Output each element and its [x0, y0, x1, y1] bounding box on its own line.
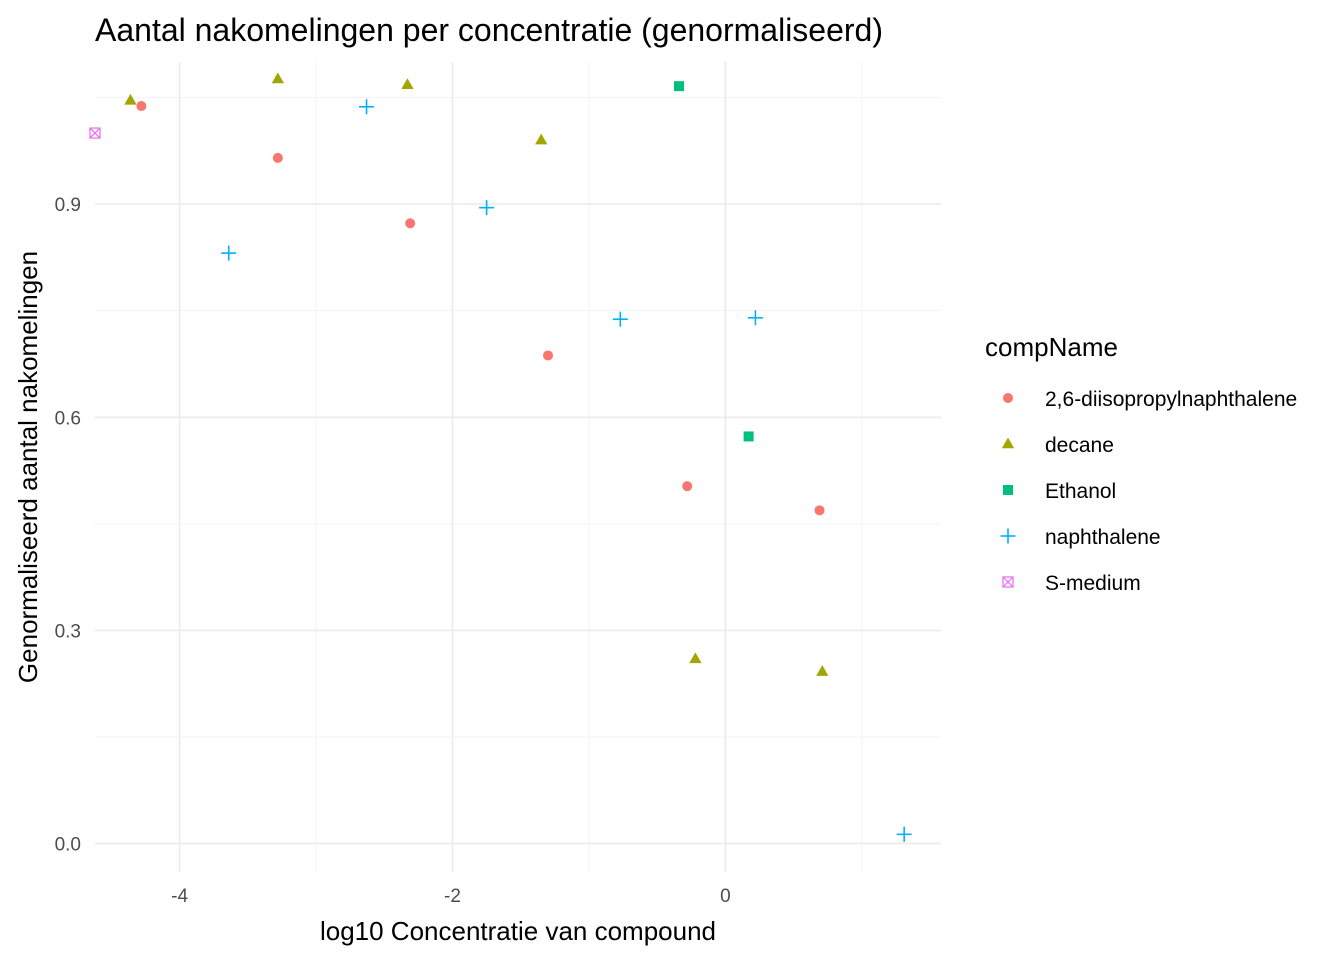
legend-item: 2,6-diisopropylnaphthalene [1003, 388, 1297, 411]
boxcross-marker-box [89, 127, 101, 139]
x-axis-ticks: -4 -2 0 [171, 886, 731, 907]
legend-label: naphthalene [1045, 526, 1161, 549]
data-point [272, 152, 283, 163]
boxcross-marker-diag2 [89, 127, 101, 139]
y-tick-label: 0.0 [55, 835, 81, 856]
series-s-medium [89, 127, 101, 139]
legend-item: S-medium [1002, 572, 1141, 595]
series-2-6-diisopropylnaphthalene [136, 101, 825, 516]
y-tick-label: 0.6 [55, 408, 81, 429]
legend-key [1003, 393, 1013, 403]
y-tick-label: 0.3 [55, 621, 81, 642]
data-point [136, 101, 147, 112]
data-point [682, 481, 693, 492]
legend-key [1001, 437, 1015, 449]
grid [95, 62, 941, 872]
series-naphthalene [221, 99, 912, 842]
data-point [689, 652, 702, 664]
data-point [359, 99, 375, 115]
data-point [814, 505, 825, 516]
legend-label: S-medium [1045, 572, 1141, 595]
boxcross-marker-box [1002, 576, 1014, 588]
x-tick-label: -4 [171, 886, 188, 907]
legend-key [1003, 485, 1013, 495]
data-point [271, 72, 285, 84]
data-point [747, 310, 763, 326]
data-point [479, 200, 495, 216]
chart-title: Aantal nakomelingen per concentratie (ge… [95, 12, 883, 48]
data-point [89, 127, 101, 139]
legend-key [1002, 576, 1014, 588]
data-point [221, 245, 237, 261]
legend-title: compName [985, 332, 1118, 362]
data-points [89, 72, 912, 842]
series-ethanol [674, 81, 754, 442]
x-axis-label: log10 Concentratie van compound [320, 916, 716, 946]
boxcross-marker-diag2 [1002, 576, 1014, 588]
y-axis-ticks: 0.0 0.3 0.6 0.9 [55, 195, 81, 855]
data-point [124, 93, 137, 105]
legend-label: 2,6-diisopropylnaphthalene [1045, 388, 1297, 411]
legend-items: 2,6-diisopropylnaphthalene decane Ethanol n… [1000, 388, 1297, 595]
legend-label: Ethanol [1045, 480, 1116, 503]
legend: compName 2,6-diisopropylnaphthalene decan… [985, 332, 1297, 595]
x-tick-label: -2 [444, 886, 461, 907]
legend-label: decane [1045, 434, 1114, 457]
legend-item: decane [1001, 434, 1114, 457]
data-point [743, 431, 754, 442]
data-point [816, 665, 829, 676]
data-point [896, 826, 912, 842]
legend-item: naphthalene [1000, 526, 1161, 549]
data-point [674, 81, 685, 92]
x-tick-label: 0 [720, 886, 731, 907]
series-decane [124, 72, 829, 676]
legend-item: Ethanol [1003, 480, 1116, 503]
data-point [612, 311, 628, 327]
y-tick-label: 0.9 [55, 195, 81, 216]
data-point [543, 350, 554, 361]
data-point [535, 133, 548, 145]
y-axis-label: Genormaliseerd aantal nakomelingen [13, 251, 43, 683]
data-point [401, 78, 414, 89]
data-point [405, 218, 416, 229]
legend-key [1000, 528, 1016, 544]
